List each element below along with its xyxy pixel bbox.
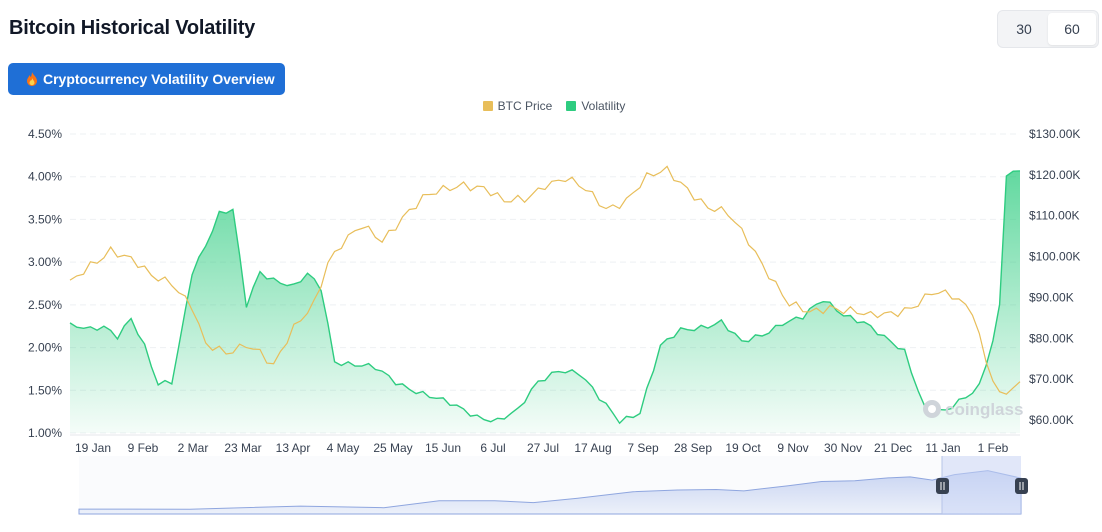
x-tick-label: 30 Nov — [824, 441, 862, 455]
x-tick-label: 17 Aug — [574, 441, 611, 455]
x-tick-label: 9 Feb — [128, 441, 159, 455]
navigator-left-handle[interactable] — [936, 478, 949, 494]
period-toggle: 30 60 — [997, 10, 1099, 48]
y-right-tick-label: $110.00K — [1029, 209, 1080, 223]
y-right-tick-label: $70.00K — [1029, 372, 1074, 386]
range-navigator[interactable] — [78, 456, 1028, 515]
fire-icon — [27, 72, 37, 86]
x-tick-label: 21 Dec — [874, 441, 912, 455]
x-tick-label: 25 May — [373, 441, 412, 455]
coinglass-logo-inner — [928, 405, 936, 413]
x-tick-label: 27 Jul — [527, 441, 559, 455]
btc-price-line — [69, 165, 1021, 395]
x-tick-label: 7 Sep — [627, 441, 659, 455]
x-tick-label: 9 Nov — [777, 441, 808, 455]
navigator-left-handle-body[interactable] — [936, 478, 949, 494]
x-tick-label: 15 Jun — [425, 441, 461, 455]
y-right-tick-label: $100.00K — [1029, 250, 1080, 264]
legend-swatch-price — [482, 101, 493, 111]
period-30-button[interactable]: 30 — [1000, 13, 1048, 45]
x-tick-label: 19 Jan — [75, 441, 111, 455]
y-left-tick-label: 1.00% — [28, 426, 62, 440]
y-right-tick-label: $90.00K — [1029, 290, 1074, 304]
y-left-tick-label: 3.00% — [28, 255, 62, 269]
coinglass-watermark: coinglass — [923, 400, 1023, 419]
y-right-tick-label: $130.00K — [1029, 127, 1080, 141]
volatility-area — [70, 170, 1020, 433]
navigator-selection[interactable] — [942, 456, 1021, 514]
y-left-tick-label: 4.00% — [28, 170, 62, 184]
volatility-overview-button[interactable]: Cryptocurrency Volatility Overview — [8, 63, 285, 95]
volatility-line — [69, 170, 1021, 425]
x-tick-label: 1 Feb — [978, 441, 1009, 455]
coinglass-watermark-text: coinglass — [945, 400, 1023, 419]
x-tick-label: 6 Jul — [480, 441, 505, 455]
legend-swatch-volatility — [566, 101, 577, 111]
y-right-tick-label: $80.00K — [1029, 331, 1074, 345]
navigator-right-handle-body[interactable] — [1015, 478, 1028, 494]
x-tick-label: 23 Mar — [224, 441, 261, 455]
page-title: Bitcoin Historical Volatility — [9, 17, 256, 39]
legend-item-price[interactable]: BTC Price — [482, 99, 553, 113]
y-right-tick-label: $60.00K — [1029, 413, 1074, 427]
y-left-tick-label: 4.50% — [28, 127, 62, 141]
y-left-tick-label: 3.50% — [28, 212, 62, 226]
x-tick-label: 2 Mar — [178, 441, 209, 455]
y-left-tick-label: 2.00% — [28, 341, 62, 355]
y-left-tick-label: 2.50% — [28, 298, 62, 312]
y-right-tick-label: $120.00K — [1029, 168, 1080, 182]
x-tick-label: 4 May — [327, 441, 360, 455]
period-60-button[interactable]: 60 — [1048, 13, 1096, 45]
y-left-tick-label: 1.50% — [28, 383, 62, 397]
legend-label-volatility: Volatility — [581, 99, 626, 113]
x-tick-label: 28 Sep — [674, 441, 712, 455]
legend-item-volatility[interactable]: Volatility — [566, 99, 625, 113]
navigator-right-handle[interactable] — [1015, 478, 1028, 494]
x-tick-label: 11 Jan — [925, 441, 960, 455]
volatility-overview-label: Cryptocurrency Volatility Overview — [43, 71, 275, 87]
x-tick-label: 19 Oct — [725, 441, 761, 455]
x-tick-label: 13 Apr — [276, 441, 311, 455]
legend-label-price: BTC Price — [497, 99, 553, 113]
chart-legend: BTC Price Volatility — [0, 99, 1102, 113]
